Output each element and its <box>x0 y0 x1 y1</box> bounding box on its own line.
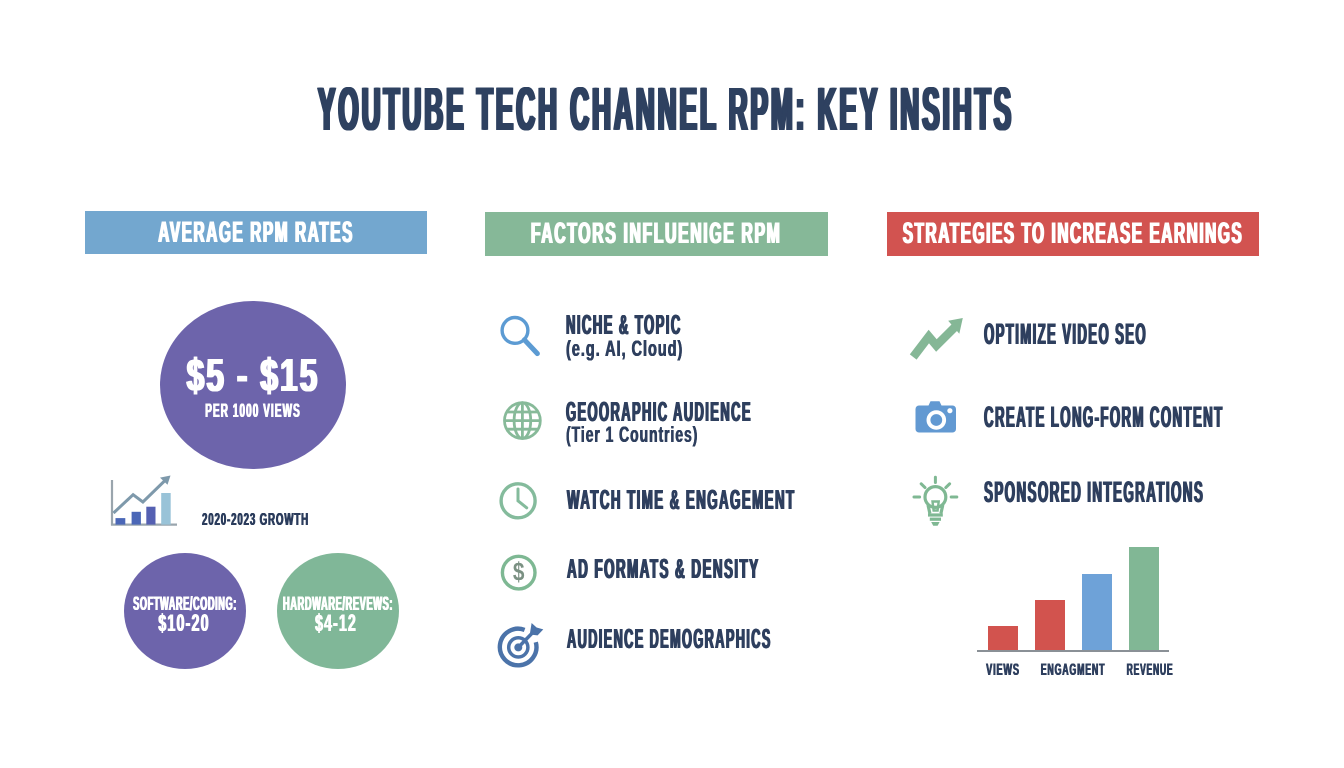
svg-text:$: $ <box>513 557 525 586</box>
